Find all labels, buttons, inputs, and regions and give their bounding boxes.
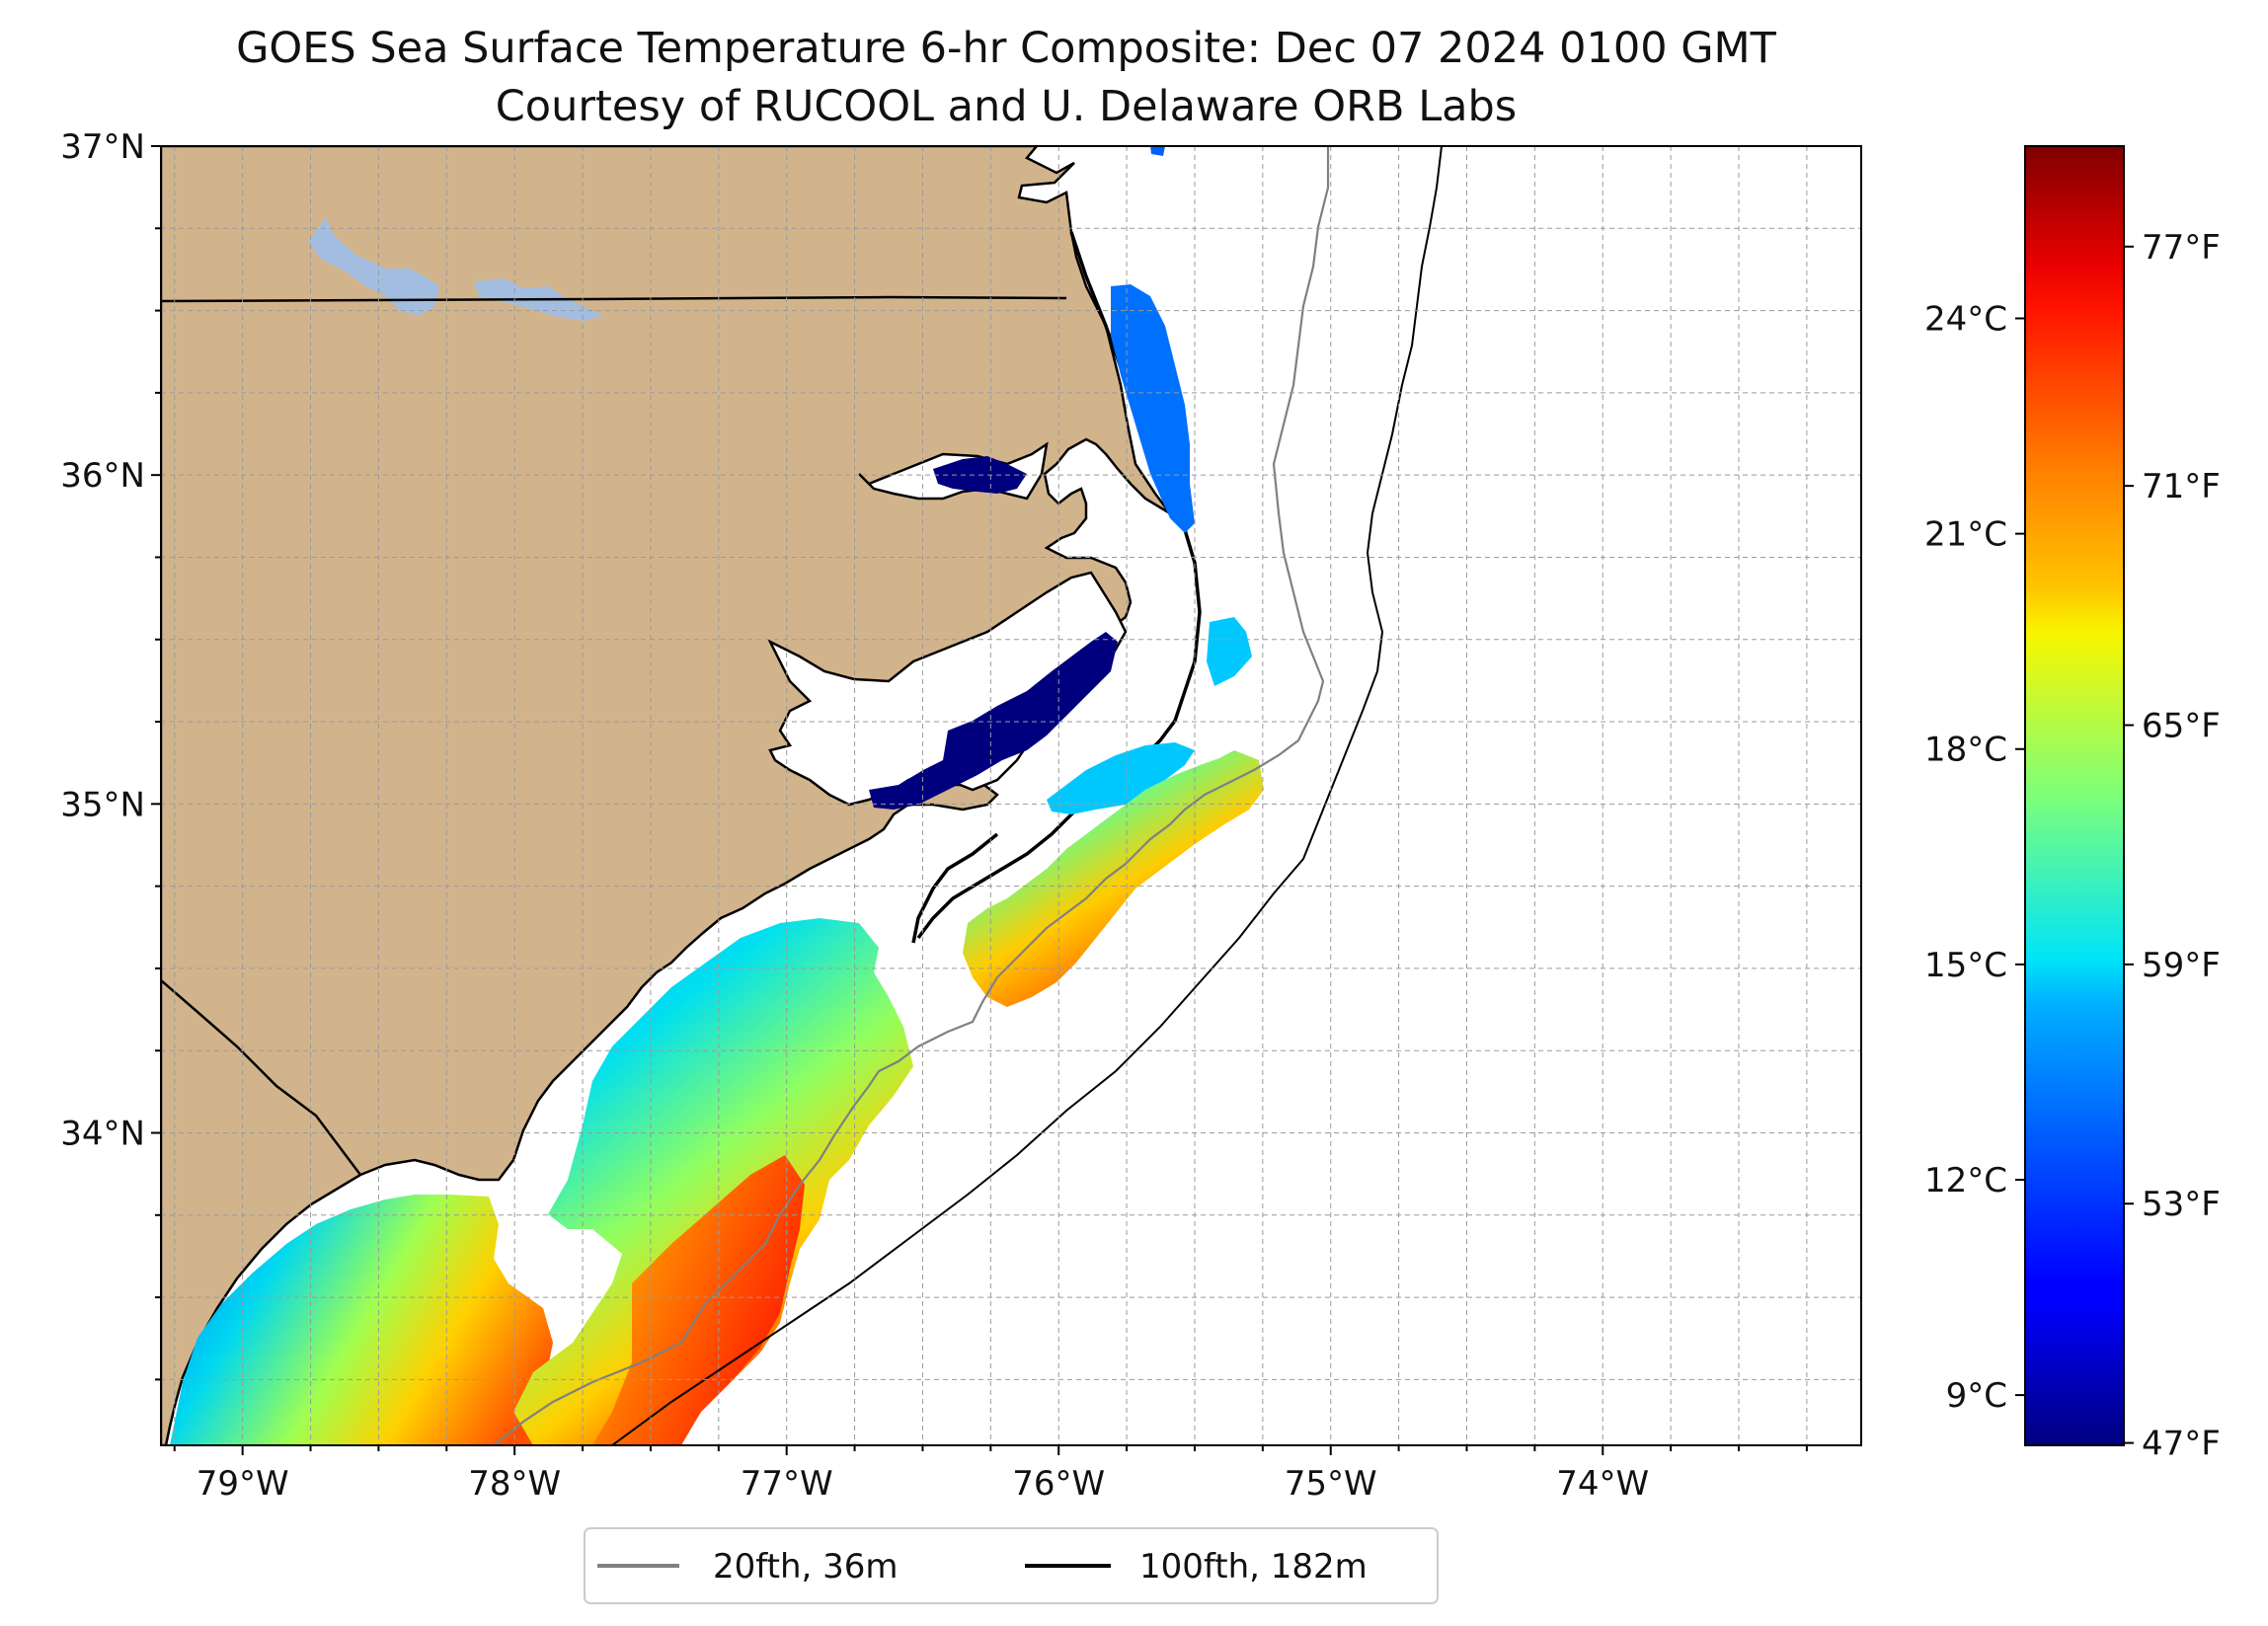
sst-patch-ne-tip [1150, 146, 1165, 156]
legend-label-100fth: 100fth, 182m [1139, 1547, 1368, 1587]
map-panel [161, 146, 1861, 1445]
legend-label-20fth: 20fth, 36m [713, 1547, 899, 1587]
lat-tick-label: 35°N [60, 785, 145, 824]
lower-outer-banks [911, 832, 999, 944]
lat-tick-label: 34°N [60, 1114, 145, 1153]
va-nc-border [161, 295, 1067, 303]
lat-tick-label: 37°N [60, 127, 145, 167]
lon-tick-label: 75°W [1285, 1464, 1377, 1504]
sst-patch-southwest [170, 1195, 607, 1445]
colorbar-fahrenheit-label: 71°F [2142, 467, 2221, 506]
sst-patch-northern-shelf [1111, 284, 1195, 533]
colorbar-fahrenheit-label: 77°F [2142, 228, 2221, 268]
colorbar-celsius-label: 15°C [1924, 946, 2007, 985]
colorbar-celsius-label: 24°C [1924, 299, 2007, 339]
sst-patch-pamlico-cold [869, 632, 1118, 810]
legend-box [584, 1527, 1439, 1604]
colorbar-celsius-label: 21°C [1924, 515, 2007, 555]
map-frame [160, 145, 1862, 1446]
temperature-colorbar: 9°C 12°C 15°C 18°C 21°C 24°C 47°F 53°F 59°F 65°F… [1924, 145, 2221, 1464]
sst-patch-southeast-inner [592, 1155, 805, 1445]
longitude-axis: 79°W 78°W 77°W 76°W 75°W 74°W [173, 1445, 1808, 1504]
colorbar-celsius-label: 9°C [1946, 1376, 2007, 1416]
lat-tick-label: 36°N [60, 456, 145, 496]
lon-tick-label: 76°W [1012, 1464, 1105, 1504]
sst-patch-ne-upper [1047, 742, 1195, 814]
colorbar-celsius-ticks: 9°C 12°C 15°C 18°C 21°C 24°C [1924, 299, 2025, 1416]
colorbar-fahrenheit-ticks: 47°F 53°F 59°F 65°F 71°F 77°F [2124, 228, 2221, 1464]
latitude-axis: 37°N 36°N 35°N 34°N [60, 127, 161, 1381]
colorbar-gradient [2024, 145, 2125, 1446]
lon-tick-label: 78°W [468, 1464, 561, 1504]
colorbar-fahrenheit-label: 65°F [2142, 707, 2221, 746]
colorbar-celsius-label: 18°C [1924, 731, 2007, 770]
colorbar-fahrenheit-label: 59°F [2142, 946, 2221, 985]
isobath-legend: 20fth, 36m 100fth, 182m [584, 1527, 1439, 1604]
pamlico-sound [767, 571, 1128, 807]
nc-sc-border [161, 979, 361, 1176]
isobath-100fth [611, 146, 1443, 1445]
map-gridlines [161, 146, 1861, 1445]
map-subtitle: Courtesy of RUCOOL and U. Delaware ORB L… [496, 82, 1517, 131]
lon-tick-label: 77°W [741, 1464, 833, 1504]
colorbar-fahrenheit-label: 47°F [2142, 1425, 2221, 1464]
colorbar-fahrenheit-label: 53°F [2142, 1185, 2221, 1224]
isobath-20fth [493, 146, 1330, 1445]
sst-patch-cape-hatteras [1207, 617, 1252, 686]
lon-tick-label: 74°W [1556, 1464, 1649, 1504]
lon-tick-label: 79°W [196, 1464, 289, 1504]
lake-gaston [308, 217, 439, 316]
sst-patch-northeast [963, 750, 1264, 1007]
map-title: GOES Sea Surface Temperature 6-hr Compos… [236, 24, 1777, 73]
colorbar-celsius-label: 12°C [1924, 1161, 2007, 1200]
sst-patch-central [513, 918, 913, 1445]
